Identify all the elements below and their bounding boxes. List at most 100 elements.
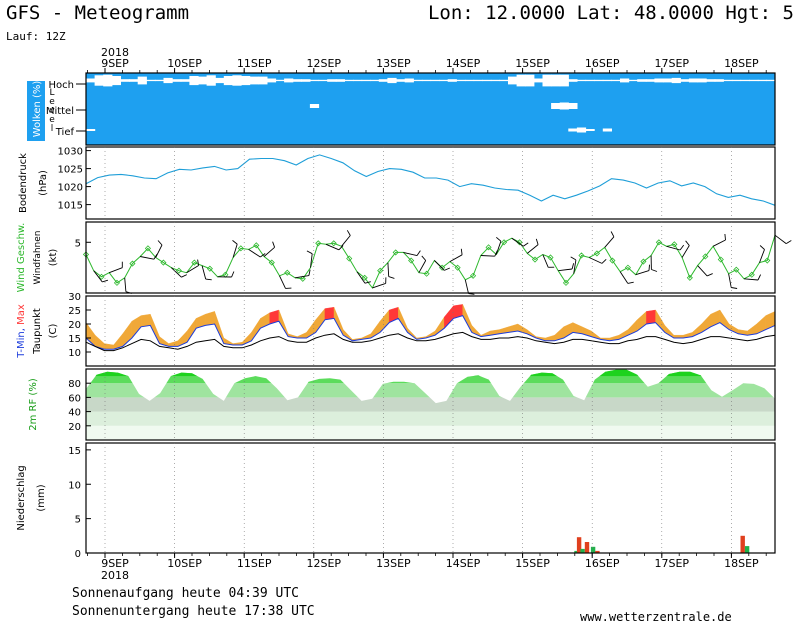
wind-speed-line (85, 235, 776, 289)
cloud-gap-hoch (628, 79, 638, 82)
temp-tick-label: 30 (68, 292, 81, 303)
cloud-gap-hoch (413, 79, 423, 82)
tmax-fill-segment (765, 311, 776, 330)
cloud-gap-hoch (206, 75, 216, 86)
cloud-gap-hoch (508, 76, 518, 85)
cloud-gap-hoch (163, 77, 173, 84)
site-link[interactable]: www.wetterzentrale.de (580, 610, 732, 624)
cloud-gap-hoch (688, 78, 699, 83)
wind-speed-marker (516, 239, 523, 246)
wind-speed-marker (144, 245, 151, 252)
cloud-gap-hoch (335, 79, 345, 82)
wind-barb-feather (231, 271, 235, 278)
wind-barb-feather (496, 236, 502, 242)
panel-frame-clouds (85, 72, 776, 146)
tmax-fill-segment (646, 309, 656, 325)
precip-label: Niederschlag (16, 465, 27, 530)
wind-barb-shaft (635, 270, 650, 276)
wind-speed-marker (686, 274, 693, 281)
precip-bar (576, 537, 582, 553)
wind-barb-shaft (418, 260, 427, 273)
tmax-fill-segment (343, 329, 353, 342)
wind-barb-shaft (666, 245, 681, 251)
year-label-top: 2018 (101, 46, 129, 59)
sunrise-text: Sonnenaufgang heute 04:39 UTC (72, 586, 299, 601)
cloud-gap-mittel (551, 103, 561, 109)
cloud-gap-hoch (172, 79, 182, 82)
cloud-gap-hoch (749, 79, 759, 82)
tmax-fill-segment (315, 308, 326, 334)
wind-barb-feather (759, 245, 765, 250)
humidity-tick-label: 80 (68, 379, 81, 390)
panel-frame-pressure (85, 146, 776, 220)
cloud-gap-hoch (766, 79, 776, 82)
temp-tick-label: 10 (68, 348, 81, 359)
cloud-gap-hoch (456, 79, 466, 82)
humidity-band (86, 411, 775, 426)
cloud-gap-hoch (465, 79, 475, 82)
cloud-sublabel-letter: L (49, 88, 54, 98)
wind-speed-marker (423, 270, 430, 277)
sunset-text: Sonnenuntergang heute 17:38 UTC (72, 604, 315, 619)
cloud-gap-hoch (671, 77, 681, 84)
wind-speed-marker (82, 251, 90, 258)
wind-barb-shaft (279, 275, 286, 289)
day-label-bottom: 15SEP (515, 557, 550, 570)
temp-tick-label: 15 (68, 334, 81, 345)
wind-speed-marker (439, 264, 446, 271)
precip-bar (740, 535, 745, 553)
wind-speed-marker (454, 264, 461, 271)
tmax-fill-segment (104, 343, 114, 350)
cloud-gap-tief (568, 128, 578, 132)
wind-speed-marker (655, 239, 662, 246)
wind-speed-marker (717, 256, 724, 263)
cloud-gap-hoch (551, 74, 561, 87)
precip-bar (590, 546, 596, 553)
panel-frame-humidity (85, 368, 776, 441)
day-label-bottom: 13SEP (376, 557, 411, 570)
wind-speed-marker (408, 257, 415, 264)
wind-speed-marker (175, 267, 182, 274)
wind-barb-shaft (527, 244, 539, 254)
location-coords: Lon: 12.0000 Lat: 48.0000 Hgt: 5 (427, 2, 794, 24)
tmax-fill-segment (655, 309, 665, 333)
day-label-bottom: 9SEP (101, 557, 129, 570)
pressure-label: Bodendruck (18, 153, 29, 213)
precip-bar (595, 550, 600, 553)
wind-barb-feather (444, 267, 450, 271)
cloud-gap-hoch (482, 79, 492, 82)
day-label-bottom: 10SEP (167, 557, 202, 570)
cloud-gap-hoch (120, 79, 130, 82)
cloud-gap-hoch (137, 76, 147, 85)
cloud-gap-hoch (559, 74, 569, 87)
tmax-fill-segment (131, 315, 142, 339)
cloud-gap-mittel (568, 103, 578, 109)
wind-barb-feather (706, 273, 713, 277)
day-label-top: 13SEP (376, 57, 411, 70)
cloud-gap-hoch (189, 76, 199, 86)
cloud-gap-hoch (731, 79, 742, 82)
cloud-gap-hoch (396, 79, 406, 82)
cloud-gap-hoch (594, 79, 604, 82)
wind-barb-feather (346, 230, 351, 236)
cloud-gap-hoch (275, 79, 285, 82)
dewpoint-label: Taupunkt (32, 308, 43, 355)
wind-barb-shaft (619, 271, 629, 284)
cloud-gap-hoch (663, 78, 673, 83)
humidity-tick-label: 20 (68, 422, 81, 433)
cloud-gap-tief (576, 127, 587, 133)
wind-unit: (kt) (48, 249, 59, 267)
cloud-sublabel-letter: l (51, 124, 54, 134)
wind-speed-marker (191, 259, 198, 266)
cloud-gap-hoch (327, 79, 337, 82)
wind-barb-shaft (681, 245, 690, 258)
day-label-top: 17SEP (655, 57, 690, 70)
wind-barb-shaft (372, 282, 386, 289)
wind-barb-shaft (495, 241, 502, 255)
wind-barb-feather (731, 287, 738, 289)
wind-barb-shaft (387, 262, 390, 277)
wind-barb-shaft (310, 253, 313, 268)
cloud-gap-hoch (447, 79, 457, 82)
day-label-bottom: 16SEP (585, 557, 620, 570)
day-label-bottom: 12SEP (307, 557, 342, 570)
